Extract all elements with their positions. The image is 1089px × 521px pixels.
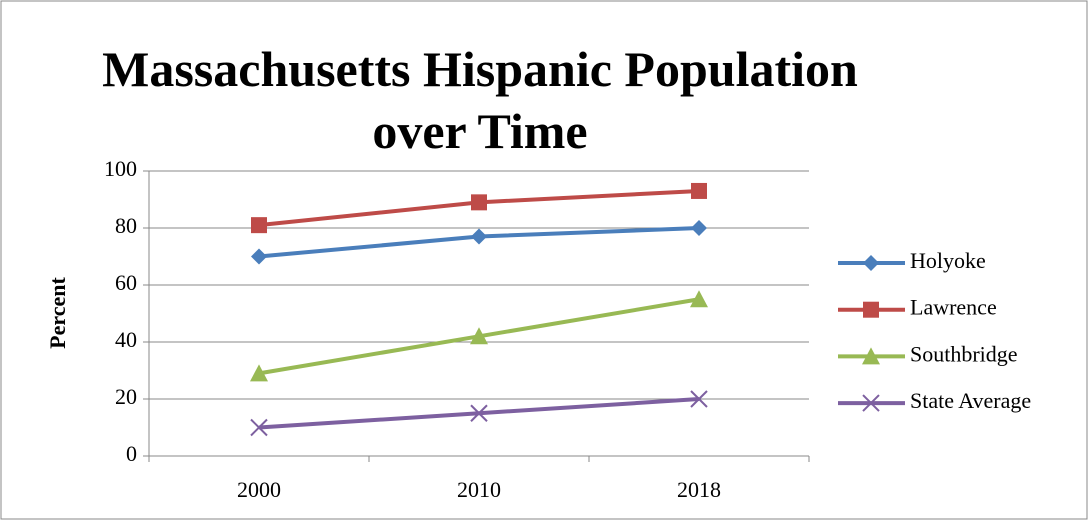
- y-tick-label: 100: [104, 156, 137, 181]
- marker: [251, 217, 267, 234]
- y-tick-label: 60: [115, 270, 137, 295]
- marker: [691, 220, 707, 236]
- x-tick-label: 2010: [457, 477, 501, 502]
- legend-label: Lawrence: [910, 295, 997, 320]
- marker: [250, 418, 268, 437]
- legend-marker: [863, 255, 879, 271]
- legend-marker: [863, 301, 879, 318]
- marker: [470, 327, 488, 345]
- legend-label: Holyoke: [910, 248, 986, 273]
- legend-label: Southbridge: [910, 341, 1018, 366]
- legend-marker: [862, 394, 880, 412]
- marker: [251, 248, 267, 265]
- y-tick-label: 80: [115, 213, 137, 238]
- marker: [471, 228, 487, 245]
- x-tick-label: 2018: [677, 477, 721, 502]
- marker: [250, 364, 268, 382]
- marker: [691, 182, 707, 199]
- marker: [690, 290, 708, 308]
- marker: [471, 194, 487, 211]
- legend-marker: [862, 347, 880, 365]
- x-tick-label: 2000: [237, 477, 281, 502]
- marker: [470, 404, 488, 422]
- y-tick-label: 0: [126, 441, 137, 466]
- legend-label: State Average: [910, 388, 1031, 413]
- y-axis-label: Percent: [45, 277, 70, 349]
- y-tick-label: 40: [115, 327, 137, 352]
- marker: [690, 390, 708, 408]
- y-tick-label: 20: [115, 384, 137, 409]
- chart-title: Massachusetts Hispanic Population over T…: [102, 41, 858, 159]
